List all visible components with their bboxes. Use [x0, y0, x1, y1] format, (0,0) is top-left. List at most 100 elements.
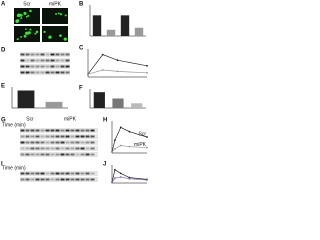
band [65, 153, 70, 156]
band [90, 178, 95, 181]
cell [64, 14, 67, 17]
band [75, 153, 80, 156]
band [40, 135, 45, 138]
band [85, 141, 90, 144]
band [45, 59, 50, 62]
band [40, 178, 45, 181]
panel-letter: H [103, 118, 107, 124]
series-label: Scr [139, 131, 147, 137]
bar [134, 27, 144, 36]
band [50, 65, 55, 68]
point [146, 64, 148, 67]
band [20, 71, 25, 74]
band [25, 135, 30, 138]
band [30, 65, 35, 68]
point [128, 130, 131, 133]
series-label: miPK [134, 142, 147, 148]
cell [23, 34, 27, 38]
bar [93, 92, 105, 108]
panel-letter: C [79, 46, 84, 52]
band [45, 153, 50, 156]
band [65, 53, 70, 56]
blot-strip [20, 70, 70, 75]
band [45, 65, 50, 68]
band [20, 178, 25, 181]
point [119, 126, 122, 129]
point [128, 145, 131, 148]
cell [16, 38, 19, 41]
band [50, 178, 55, 181]
band [55, 147, 60, 150]
band [50, 135, 55, 138]
band [50, 71, 55, 74]
band [40, 129, 45, 132]
band [35, 172, 40, 175]
band [30, 135, 35, 138]
point [119, 144, 122, 147]
band [30, 53, 35, 56]
band [45, 141, 50, 144]
band [80, 141, 85, 144]
band [50, 147, 55, 150]
axis-label: Time (min) [2, 165, 26, 171]
band [75, 147, 80, 150]
band [60, 129, 65, 132]
band [70, 178, 75, 181]
band [90, 147, 95, 150]
band [20, 129, 25, 132]
band [80, 172, 85, 175]
axis-label: Time (min) [2, 122, 26, 128]
band [35, 141, 40, 144]
point [114, 177, 116, 180]
band [40, 147, 45, 150]
point [116, 70, 119, 73]
panel-letter: G [1, 118, 6, 124]
band [25, 53, 30, 56]
cell [29, 28, 32, 31]
band [90, 129, 95, 132]
band [50, 153, 55, 156]
column-label: Scr [26, 116, 34, 122]
band [60, 153, 65, 156]
band [75, 141, 80, 144]
panel-letter: F [79, 86, 83, 92]
band [55, 178, 60, 181]
band [75, 178, 80, 181]
band [60, 172, 65, 175]
band [65, 129, 70, 132]
point [146, 146, 148, 149]
cell [23, 11, 27, 15]
bar [45, 101, 63, 108]
band [35, 153, 40, 156]
band [65, 65, 70, 68]
band [70, 135, 75, 138]
band [60, 147, 65, 150]
band [25, 71, 30, 74]
band [85, 172, 90, 175]
series-line [87, 69, 148, 75]
band [85, 147, 90, 150]
band [30, 141, 35, 144]
band [65, 141, 70, 144]
band [20, 135, 25, 138]
band [65, 59, 70, 62]
band [55, 172, 60, 175]
band [35, 59, 40, 62]
band [40, 153, 45, 156]
band [65, 178, 70, 181]
band [90, 135, 95, 138]
band [75, 135, 80, 138]
column-label: miPK [64, 116, 77, 122]
band [60, 178, 65, 181]
cell [48, 35, 52, 39]
band [35, 135, 40, 138]
point [111, 151, 113, 153]
band [80, 147, 85, 150]
band [50, 59, 55, 62]
band [70, 153, 75, 156]
band [25, 178, 30, 181]
band [40, 141, 45, 144]
band [55, 153, 60, 156]
band [25, 129, 30, 132]
band [70, 141, 75, 144]
